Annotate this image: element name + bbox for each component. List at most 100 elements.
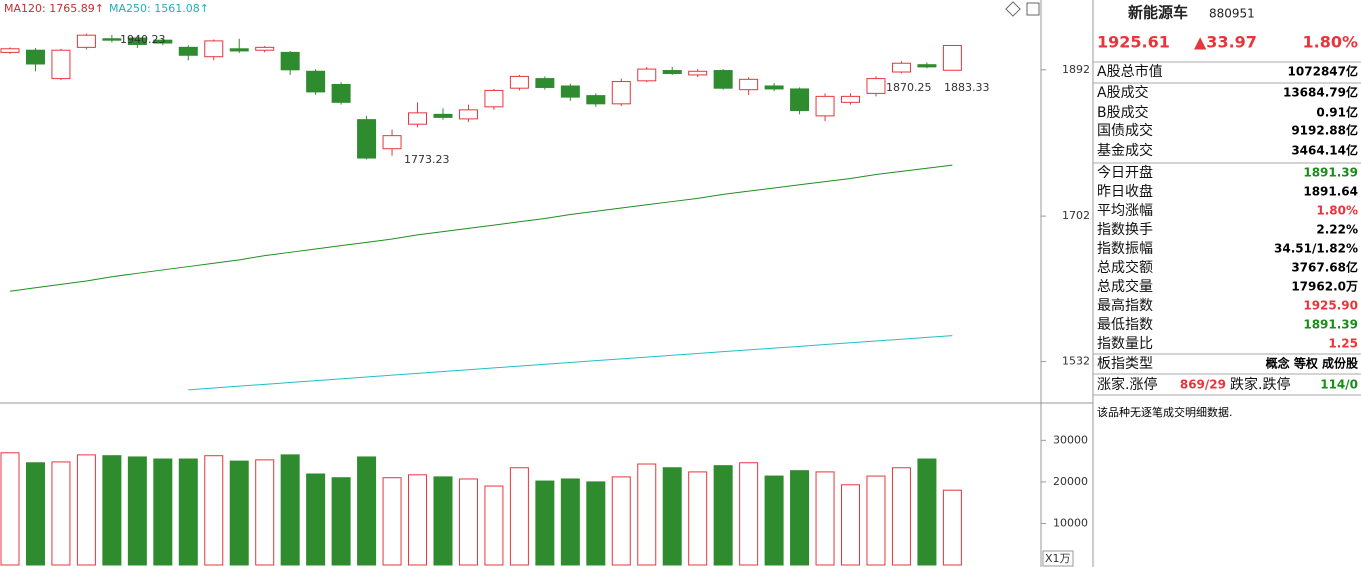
candle-body [76, 34, 96, 48]
candle-body [484, 89, 504, 108]
candle-body [178, 46, 198, 56]
y-tick-label: 20000 [1053, 475, 1088, 488]
candle-body [942, 44, 962, 71]
row-label: 平均涨幅 [1097, 203, 1153, 219]
candle-body [153, 39, 173, 44]
row-label: 板指类型 [1097, 356, 1153, 372]
row-value: 2.22% [1316, 223, 1358, 237]
volume-bar [713, 465, 733, 566]
candle-body [637, 68, 657, 82]
candle-body [357, 119, 377, 159]
candle-body [331, 84, 351, 103]
row-value: 1.80% [1316, 204, 1358, 218]
y-tick-label: 1892 [1062, 63, 1090, 76]
row-value: 3464.14亿 [1291, 143, 1358, 158]
volume-bar [255, 459, 275, 566]
volume-bar [306, 473, 326, 566]
volume-bar [560, 478, 580, 566]
volume-bar [127, 456, 147, 566]
row-label: 昨日收盘 [1097, 183, 1153, 200]
y-tick-label: 30000 [1053, 433, 1088, 446]
legend-label: MA120: 1765.89↑ [4, 2, 104, 15]
volume-bar [25, 462, 45, 566]
row-value: 1891.64 [1303, 185, 1358, 199]
candle-body [841, 95, 861, 103]
candle-body [866, 78, 886, 94]
candle-body [127, 37, 147, 45]
candle-body [229, 48, 249, 52]
volume-bar [458, 478, 478, 566]
volume-bar [51, 461, 71, 566]
ma-line [9, 164, 953, 292]
down-label: 跌家.跌停 [1230, 376, 1290, 393]
row-value: 9192.88亿 [1291, 123, 1358, 138]
down-value: 114/0 [1320, 378, 1358, 392]
icon[interactable] [1005, 1, 1021, 17]
row-value: 1925.90 [1303, 299, 1358, 313]
row-label: 指数振幅 [1097, 241, 1153, 257]
candle-body [255, 46, 275, 51]
candle-body [102, 38, 122, 41]
candle-body [586, 95, 606, 105]
candle-body [739, 78, 759, 91]
volume-bar [357, 456, 377, 566]
row-label: 指数量比 [1097, 336, 1153, 352]
volume-bar [764, 475, 784, 566]
volume-bar [331, 477, 351, 566]
candle-body [917, 64, 937, 68]
volume-bar [382, 477, 402, 566]
volume-bar [866, 475, 886, 566]
volume-bar [509, 467, 529, 566]
unit-box [1042, 550, 1074, 567]
volume-bar [688, 471, 708, 566]
row-label: 最高指数 [1097, 297, 1153, 314]
annotation: 1773.23 [404, 153, 450, 166]
volume-bar [637, 463, 657, 566]
annotation: 1883.33 [944, 81, 990, 94]
volume-bar [178, 458, 198, 566]
row-value: 1.25 [1328, 337, 1358, 351]
annotation: 1940.23 [120, 33, 166, 46]
volume-bar [611, 476, 631, 566]
legend-label: MA250: 1561.08↑ [109, 2, 209, 15]
y-tick-label: 10000 [1053, 516, 1088, 529]
candle-body [815, 95, 835, 117]
candle-body [535, 78, 555, 88]
row-value: 1891.39 [1303, 318, 1358, 332]
candle-body [433, 113, 453, 118]
panel-code: 880951 [1209, 7, 1255, 21]
volume-bar [790, 470, 810, 566]
candle-body [25, 49, 45, 65]
candle-body [280, 51, 300, 71]
icon[interactable] [1026, 2, 1040, 16]
candle-body [713, 70, 733, 89]
volume-bar [535, 480, 555, 566]
candle-body [611, 81, 631, 105]
candle-body [560, 85, 580, 98]
y-tick-label: 1702 [1062, 209, 1090, 222]
candle-body [51, 49, 71, 80]
row-value: 概念 等权 成份股 [1266, 356, 1359, 371]
volume-bar [917, 458, 937, 566]
note: 该品种无逐笔成交明细数据. [1097, 405, 1233, 419]
volume-bar [204, 455, 224, 566]
candle-body [790, 88, 810, 112]
candle-body [204, 40, 224, 58]
volume-bar [484, 485, 504, 566]
annotation: 1870.25 [886, 81, 932, 94]
volume-bar [153, 458, 173, 566]
row-label: A股成交 [1097, 84, 1149, 101]
up-value: 869/29 [1180, 378, 1226, 392]
row-value: 3767.68亿 [1291, 260, 1358, 275]
volume-bar [815, 471, 835, 566]
y-tick-label: 1532 [1062, 355, 1090, 368]
volume-bar [280, 454, 300, 566]
row-value: 34.51/1.82% [1274, 242, 1358, 256]
volume-bar [433, 476, 453, 566]
candle-body [662, 70, 682, 74]
row-label: 国债成交 [1097, 122, 1153, 139]
volume-bar [229, 460, 249, 566]
row-label: 今日开盘 [1097, 164, 1153, 181]
candle-body [458, 109, 478, 120]
